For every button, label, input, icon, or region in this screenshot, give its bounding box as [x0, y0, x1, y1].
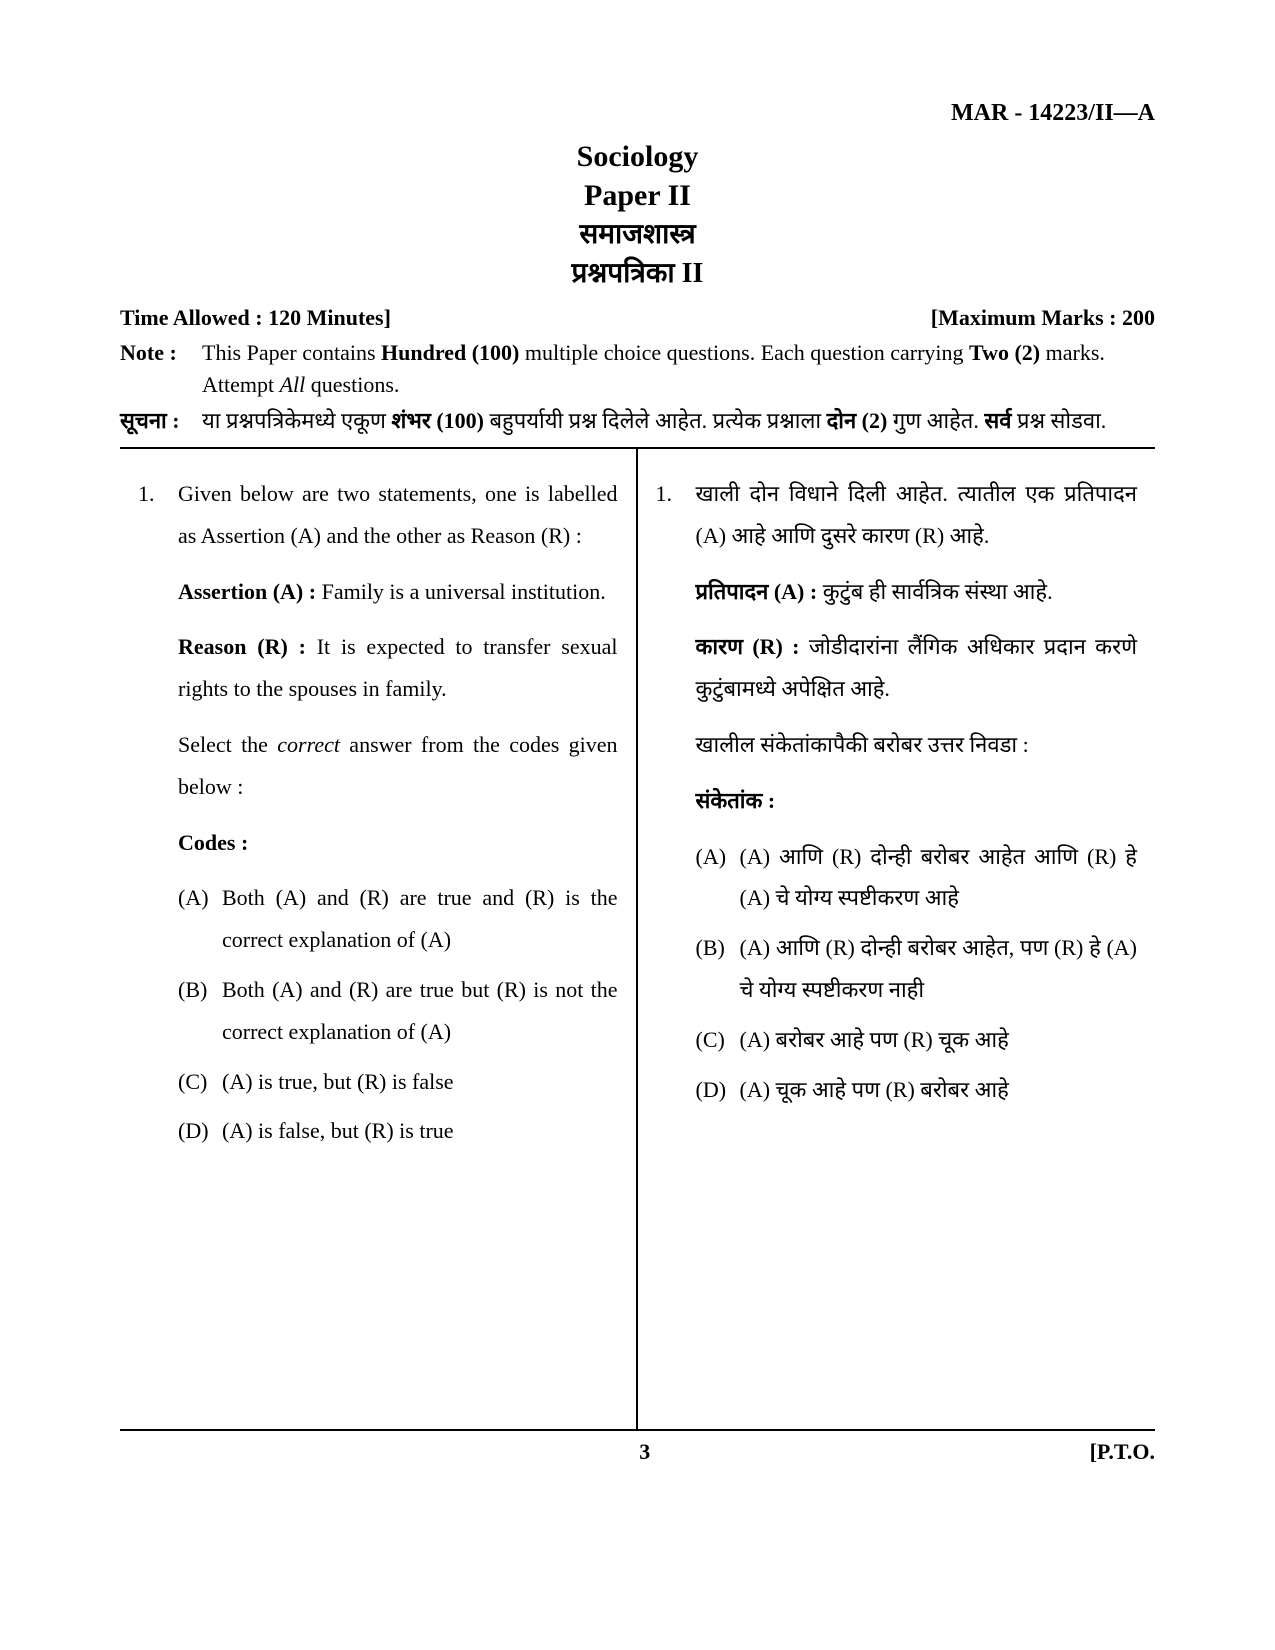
question-body-en: Given below are two statements, one is l… — [178, 473, 618, 1160]
codes-label-en: Codes : — [178, 822, 618, 864]
q1-intro-en: Given below are two statements, one is l… — [178, 473, 618, 557]
option-d-mr: (D) (A) चूक आहे पण (R) बरोबर आहे — [696, 1069, 1138, 1111]
meta-row: Time Allowed : 120 Minutes] [Maximum Mar… — [120, 305, 1155, 331]
q1-assertion-en: Assertion (A) : Family is a universal in… — [178, 571, 618, 613]
question-number: 1. — [138, 473, 178, 1160]
q1-select-mr: खालील संकेतांकापैकी बरोबर उत्तर निवडा : — [696, 724, 1138, 766]
options-en: (A) Both (A) and (R) are true and (R) is… — [178, 877, 618, 1152]
time-allowed: Time Allowed : 120 Minutes] — [120, 305, 391, 331]
option-c-en: (C) (A) is true, but (R) is false — [178, 1061, 618, 1103]
q1-intro-mr: खाली दोन विधाने दिली आहेत. त्यातील एक प्… — [696, 473, 1138, 557]
page-footer: 3 [P.T.O. — [120, 1429, 1155, 1465]
question-number: 1. — [656, 473, 696, 1118]
option-b-en: (B) Both (A) and (R) are true but (R) is… — [178, 969, 618, 1053]
option-d-en: (D) (A) is false, but (R) is true — [178, 1110, 618, 1152]
question-1-mr: 1. खाली दोन विधाने दिली आहेत. त्यातील एक… — [656, 473, 1138, 1118]
question-body-mr: खाली दोन विधाने दिली आहेत. त्यातील एक प्… — [696, 473, 1138, 1118]
paper-code: MAR - 14223/II—A — [120, 100, 1155, 127]
subject-title-en: Sociology — [120, 137, 1155, 176]
subject-title-mr: समाजशास्त्र — [120, 215, 1155, 254]
q1-select-en: Select the correct answer from the codes… — [178, 724, 618, 808]
note-english: Note : This Paper contains Hundred (100)… — [120, 337, 1155, 401]
option-b-mr: (B) (A) आणि (R) दोन्ही बरोबर आहेत, पण (R… — [696, 927, 1138, 1011]
q1-reason-mr: कारण (R) : जोडीदारांना लैंगिक अधिकार प्र… — [696, 626, 1138, 710]
page-number: 3 — [639, 1439, 650, 1465]
pto-label: [P.T.O. — [1090, 1439, 1155, 1465]
column-marathi: 1. खाली दोन विधाने दिली आहेत. त्यातील एक… — [638, 449, 1156, 1429]
page: MAR - 14223/II—A Sociology Paper II समाज… — [0, 0, 1275, 1650]
options-mr: (A) (A) आणि (R) दोन्ही बरोबर आहेत आणि (R… — [696, 836, 1138, 1111]
q1-assertion-mr: प्रतिपादन (A) : कुटुंब ही सार्वत्रिक संस… — [696, 571, 1138, 613]
column-english: 1. Given below are two statements, one i… — [120, 449, 638, 1429]
note-body-en: This Paper contains Hundred (100) multip… — [202, 337, 1155, 401]
option-a-en: (A) Both (A) and (R) are true and (R) is… — [178, 877, 618, 961]
question-columns: 1. Given below are two statements, one i… — [120, 449, 1155, 1429]
codes-label-mr: संकेतांक : — [696, 780, 1138, 822]
option-c-mr: (C) (A) बरोबर आहे पण (R) चूक आहे — [696, 1019, 1138, 1061]
paper-title-en: Paper II — [120, 176, 1155, 215]
note-label-mr: सूचना : — [120, 405, 202, 437]
note-label-en: Note : — [120, 337, 202, 401]
max-marks: [Maximum Marks : 200 — [931, 305, 1155, 331]
title-block: Sociology Paper II समाजशास्त्र प्रश्नपत्… — [120, 137, 1155, 293]
paper-title-mr: प्रश्नपत्रिका II — [120, 254, 1155, 293]
q1-reason-en: Reason (R) : It is expected to transfer … — [178, 626, 618, 710]
note-body-mr: या प्रश्नपत्रिकेमध्ये एकूण शंभर (100) बह… — [202, 405, 1155, 437]
option-a-mr: (A) (A) आणि (R) दोन्ही बरोबर आहेत आणि (R… — [696, 836, 1138, 920]
note-marathi: सूचना : या प्रश्नपत्रिकेमध्ये एकूण शंभर … — [120, 405, 1155, 437]
question-1-en: 1. Given below are two statements, one i… — [138, 473, 618, 1160]
